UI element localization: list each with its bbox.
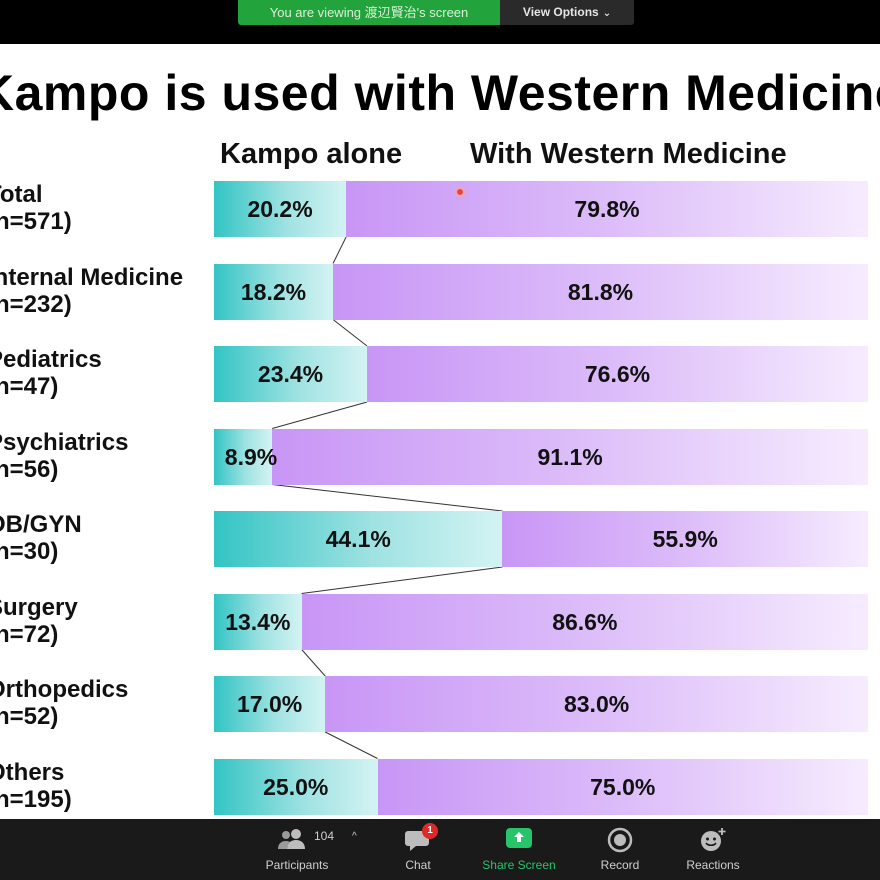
participants-icon bbox=[277, 827, 307, 854]
share-screen-label: Share Screen bbox=[482, 858, 556, 872]
viewing-banner: You are viewing 渡辺賢治's screen bbox=[238, 0, 500, 25]
series-connector-line bbox=[301, 566, 503, 594]
chat-button[interactable]: 1 Chat bbox=[388, 819, 448, 880]
row-label: Psychiatrics(n=56) bbox=[0, 429, 128, 483]
row-label: Pediatrics(n=47) bbox=[0, 346, 102, 400]
data-label-western: 75.0% bbox=[590, 773, 656, 800]
record-label: Record bbox=[600, 858, 640, 872]
data-label-kampo: 20.2% bbox=[247, 196, 313, 222]
bar-kampo-alone bbox=[214, 263, 334, 320]
row-label: Surgery(n=72) bbox=[0, 594, 78, 648]
row-label-count: (n=47) bbox=[0, 373, 59, 400]
series-connector-line bbox=[272, 484, 503, 512]
bar-with-western bbox=[325, 676, 868, 732]
chat-badge: 1 bbox=[422, 823, 438, 839]
data-label-kampo: 23.4% bbox=[257, 361, 324, 387]
bar-with-western bbox=[333, 263, 868, 320]
chat-label: Chat bbox=[405, 858, 431, 872]
share-screen-button[interactable]: Share Screen bbox=[474, 819, 564, 880]
record-button[interactable]: Record bbox=[590, 819, 650, 880]
row-label-name: Internal Medicine bbox=[0, 263, 184, 291]
data-label-western: 86.6% bbox=[552, 608, 618, 635]
data-label-western: 83.0% bbox=[563, 691, 630, 717]
data-label-western: 55.9% bbox=[652, 526, 718, 552]
top-bar: You are viewing 渡辺賢治's screen View Optio… bbox=[0, 0, 880, 44]
data-label-western: 79.8% bbox=[574, 196, 640, 222]
bar-kampo-alone bbox=[214, 428, 273, 485]
data-label-kampo: 25.0% bbox=[263, 773, 329, 800]
data-label-kampo: 44.1% bbox=[325, 526, 391, 552]
series-connector-line bbox=[272, 401, 368, 429]
bar-with-western bbox=[367, 346, 868, 402]
row-label: Others(n=195) bbox=[0, 759, 72, 813]
participants-button[interactable]: 104 Participants bbox=[252, 819, 342, 880]
series-connector-line bbox=[332, 319, 368, 347]
bar-kampo-alone bbox=[214, 181, 347, 237]
reactions-button[interactable]: Reactions bbox=[676, 819, 750, 880]
bar-with-western bbox=[502, 511, 868, 567]
bar-kampo-alone bbox=[214, 511, 503, 567]
reactions-label: Reactions bbox=[686, 858, 740, 872]
row-label: Internal Medicine(n=232) bbox=[0, 264, 183, 318]
bar-kampo-alone bbox=[214, 346, 368, 402]
data-label-western: 81.8% bbox=[567, 278, 634, 305]
participants-label: Participants bbox=[265, 858, 329, 872]
connector-lines bbox=[272, 236, 503, 759]
row-label-name: Orthopedics bbox=[0, 676, 129, 703]
chevron-down-icon: ⌄ bbox=[602, 8, 612, 19]
slide-title: Kampo is used with Western Medicine bbox=[0, 65, 880, 121]
bar-with-western bbox=[272, 428, 868, 485]
remote-pointer bbox=[455, 187, 465, 197]
row-label-count: (n=52) bbox=[0, 703, 59, 730]
row-label-name: Psychiatrics bbox=[0, 428, 129, 456]
reactions-icon bbox=[699, 827, 727, 856]
column-header-western: With Western Medicine bbox=[470, 138, 787, 170]
bar-with-western bbox=[346, 181, 868, 237]
bar-kampo-alone bbox=[214, 593, 302, 650]
meeting-toolbar: 104 Participants ^ 1 Chat Share Screen R bbox=[0, 819, 880, 880]
row-label-name: Surgery bbox=[0, 593, 78, 621]
row-label-name: OB/GYN bbox=[0, 511, 82, 538]
view-options-label: View Options bbox=[522, 5, 599, 19]
bar-kampo-alone bbox=[214, 676, 326, 732]
row-label-count: (n=195) bbox=[0, 785, 72, 813]
data-label-kampo: 17.0% bbox=[236, 691, 303, 717]
column-header-kampo: Kampo alone bbox=[220, 138, 403, 170]
data-label-kampo: 8.9% bbox=[224, 443, 278, 470]
row-label-count: (n=56) bbox=[0, 455, 59, 483]
bar-with-western bbox=[377, 758, 868, 815]
row-label-name: Others bbox=[0, 758, 65, 786]
row-label-name: Pediatrics bbox=[0, 346, 102, 373]
series-connector-line bbox=[332, 236, 347, 264]
stacked-bar-chart: 20.2% 79.8% 18.2% 81.8% 23.4% 76.6% 8.9% 91.1% 4… bbox=[214, 44, 868, 819]
row-label: Total(n=571) bbox=[0, 181, 72, 235]
row-label: OB/GYN(n=30) bbox=[0, 511, 82, 565]
series-connector-line bbox=[324, 731, 378, 759]
bar-kampo-alone bbox=[214, 758, 378, 815]
bar-with-western bbox=[301, 593, 868, 650]
data-label-kampo: 13.4% bbox=[225, 608, 291, 635]
view-options-button[interactable]: View Options ⌄ bbox=[500, 0, 634, 25]
participants-count: 104 bbox=[314, 829, 335, 843]
row-label-count: (n=571) bbox=[0, 208, 72, 235]
row-label-count: (n=72) bbox=[0, 620, 59, 648]
shared-slide: Kampo is used with Western Medicine Kamp… bbox=[0, 44, 880, 819]
data-label-western: 76.6% bbox=[584, 361, 651, 387]
data-label-western: 91.1% bbox=[537, 443, 603, 470]
series-connector-line bbox=[301, 649, 326, 677]
data-label-kampo: 18.2% bbox=[240, 278, 307, 305]
row-label-count: (n=232) bbox=[0, 290, 72, 318]
row-label-count: (n=30) bbox=[0, 538, 59, 565]
share-screen-icon bbox=[505, 827, 533, 852]
row-label: Orthopedics(n=52) bbox=[0, 676, 128, 730]
participants-caret-up-icon[interactable]: ^ bbox=[352, 831, 357, 842]
record-icon bbox=[607, 827, 633, 856]
row-label-name: Total bbox=[0, 181, 43, 208]
